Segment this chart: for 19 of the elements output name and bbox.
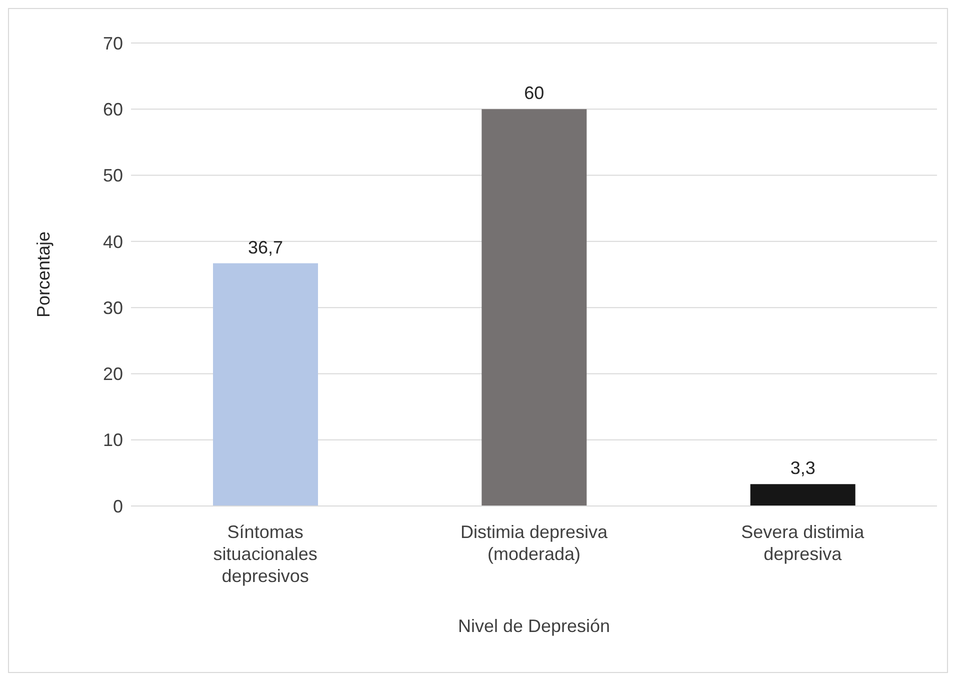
- data-label: 36,7: [248, 237, 284, 258]
- bar: [482, 109, 587, 506]
- y-axis-title: Porcentaje: [33, 231, 54, 318]
- bar: [213, 263, 318, 506]
- y-tick-label: 60: [102, 100, 123, 120]
- y-tick-label: 0: [112, 496, 123, 516]
- y-tick-label: 30: [102, 298, 123, 318]
- x-tick-label: Síntomas situacionales depresivos: [213, 522, 318, 586]
- y-tick-label: 10: [102, 430, 123, 450]
- y-tick-label: 70: [102, 33, 123, 54]
- x-tick-label: Severa distimia depresiva: [741, 522, 866, 564]
- y-tick-label: 50: [102, 166, 123, 186]
- x-tick-label: Distimia depresiva (moderada): [460, 522, 609, 564]
- data-label: 60: [524, 83, 544, 104]
- x-axis-title: Nivel de Depresión: [458, 616, 610, 636]
- y-tick-label: 20: [102, 364, 123, 384]
- bar: [750, 484, 856, 506]
- data-label: 3,3: [790, 458, 816, 478]
- y-tick-label: 40: [102, 232, 123, 252]
